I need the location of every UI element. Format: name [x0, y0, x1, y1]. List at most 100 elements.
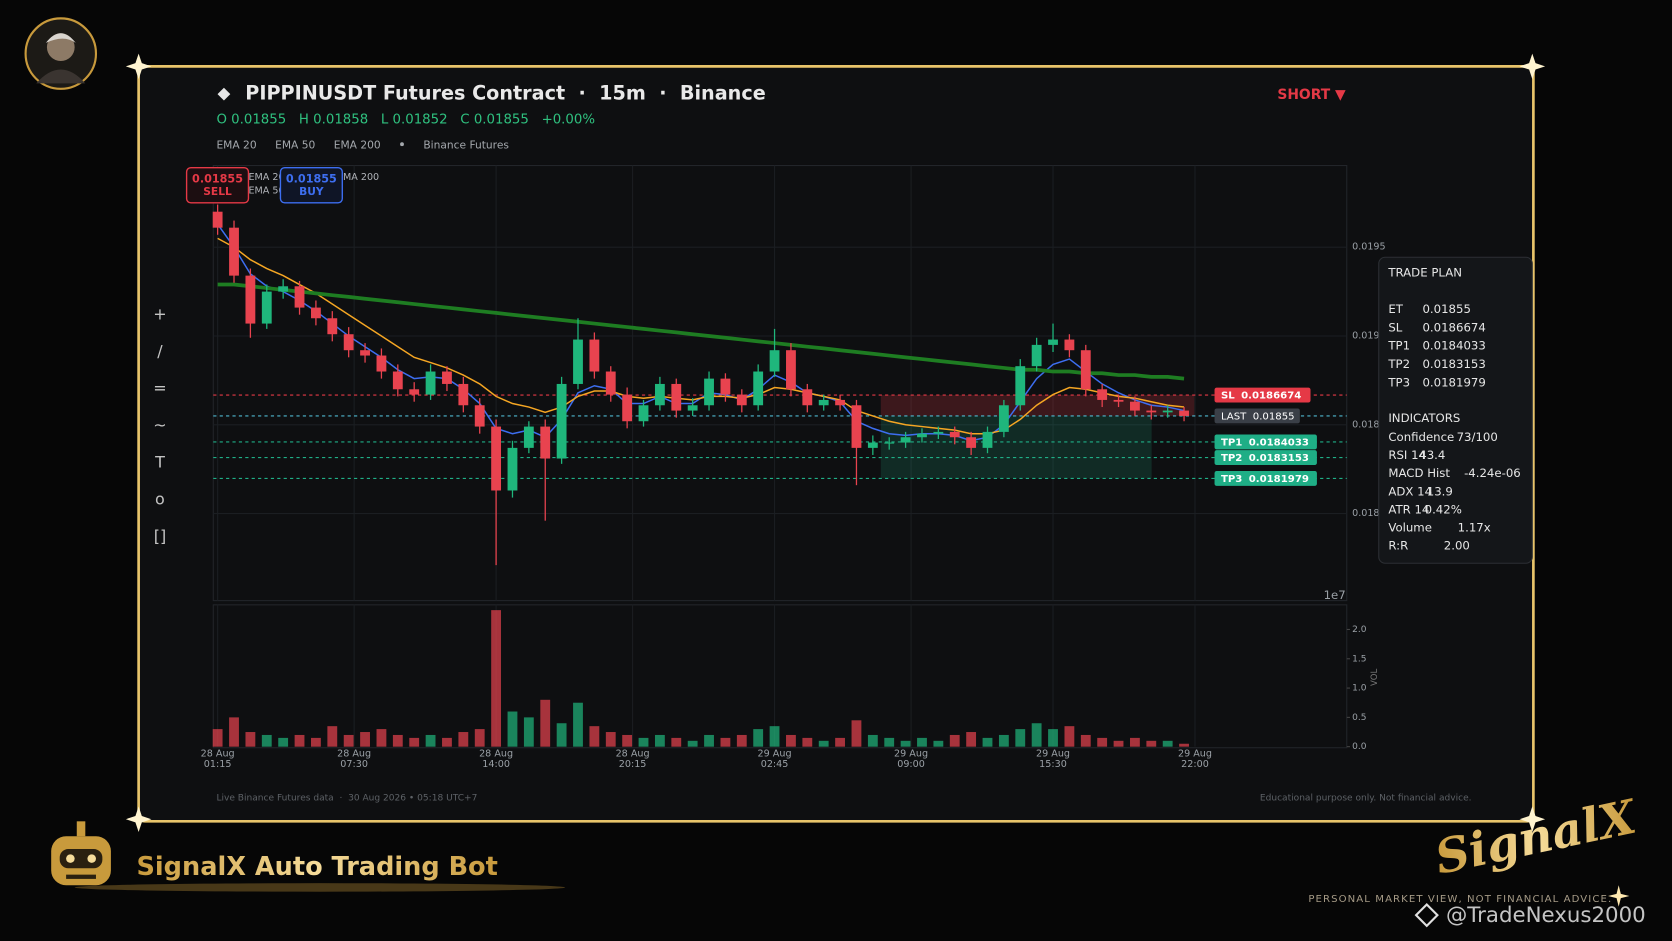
x-tick-label: 28 Aug 07:30: [337, 748, 372, 771]
candle-body: [949, 431, 960, 438]
candle-body: [556, 383, 567, 459]
plan-label: TP3: [1387, 375, 1410, 389]
tool-button[interactable]: /: [157, 341, 163, 360]
candle-body: [933, 431, 944, 434]
candle-body: [704, 378, 714, 406]
volume-bar: [491, 610, 502, 747]
badge[interactable]: [185, 166, 250, 204]
candle-body: [769, 350, 780, 372]
brand-tagline: PERSONAL MARKET VIEW, NOT FINANCIAL ADVI…: [1308, 894, 1612, 905]
volume-bar: [573, 702, 583, 747]
tool-button[interactable]: o: [155, 489, 165, 508]
plan-label: ET: [1388, 302, 1403, 316]
volume-bar: [933, 740, 944, 747]
indicator-label: ATR 14: [1388, 502, 1429, 516]
level-tag: [1214, 434, 1317, 450]
watermark-icon: [1414, 902, 1439, 928]
indicator-label: Volume: [1388, 521, 1432, 535]
volume-bar: [360, 732, 370, 747]
badge[interactable]: [279, 166, 343, 204]
side-selector[interactable]: SHORT ▼: [1277, 87, 1346, 103]
plan-value: 0.0186674: [1422, 320, 1485, 334]
candle-body: [245, 275, 256, 324]
volume-bar: [998, 734, 1009, 747]
candle-body: [261, 291, 272, 324]
tool-button[interactable]: =: [153, 378, 166, 397]
candle-body: [884, 442, 895, 444]
badge-price: 0.01855: [286, 172, 337, 185]
x-tick: 29 Aug 09:00: [894, 749, 928, 770]
x-tick: 29 Aug 02:45: [757, 748, 792, 771]
volume-bar: [1015, 729, 1026, 747]
volume-bar: [704, 734, 714, 747]
candle-body: [1048, 339, 1058, 345]
x-tick: 29 Aug 15:30: [1036, 748, 1071, 771]
volume-tick-label: 0.0: [1352, 742, 1367, 752]
candle-body: [638, 405, 649, 422]
candle-body: [786, 350, 796, 390]
x-tick-label: 29 Aug 15:30: [1036, 748, 1071, 771]
volume-panel: [212, 604, 1348, 749]
candle-body: [491, 426, 502, 491]
level-name: TP3: [1221, 474, 1242, 485]
plan-value: 0.0181979: [1422, 375, 1485, 389]
candle-body: [1015, 366, 1026, 406]
volume-bar: [884, 737, 895, 747]
x-tick: 28 Aug 01:15: [201, 749, 235, 770]
candle-body: [212, 211, 223, 228]
candle-body: [998, 405, 1009, 432]
candle-body: [442, 371, 452, 384]
plot-legend: EMA 50: [248, 186, 284, 197]
candle-body: [753, 371, 764, 406]
candle-body: [1064, 339, 1075, 351]
volume-axis-label: VOL: [1370, 669, 1380, 686]
tool-button[interactable]: +: [153, 304, 166, 323]
footer-left: Live Binance Futures data · 30 Aug 2026 …: [216, 793, 477, 803]
candle-body: [311, 307, 321, 319]
volume-bar: [540, 699, 551, 747]
candle-body: [654, 383, 665, 406]
tool-button[interactable]: []: [154, 526, 166, 545]
volume-bar: [474, 729, 485, 747]
candle-body: [409, 389, 420, 395]
indicator-value: 2.00: [1444, 539, 1470, 553]
candle-body: [507, 447, 518, 491]
candle-body: [966, 437, 977, 448]
volume-bar: [851, 720, 862, 747]
indicator-label: RSI 14: [1388, 448, 1426, 462]
volume-bar: [229, 717, 239, 747]
candle-body: [1080, 350, 1091, 390]
indicator-value: 13.9: [1427, 484, 1453, 498]
plan-label: TP2: [1387, 357, 1410, 371]
x-tick-label: 29 Aug 22:00: [1177, 748, 1212, 771]
candle-body: [851, 405, 862, 448]
toolbar: + / = ~ To []: [153, 304, 166, 545]
level-tag-text: SL 0.0186674: [1221, 391, 1301, 402]
x-tick-label: 28 Aug 20:15: [615, 748, 650, 771]
target-zone: [880, 415, 1152, 479]
volume-bar: [769, 726, 780, 747]
level-name: TP1: [1221, 437, 1242, 448]
volume-bar: [589, 726, 600, 747]
y-tick-label: 0.0185: [1352, 419, 1386, 430]
indicator-value: -4.24e-06: [1464, 466, 1521, 480]
tool-button[interactable]: T: [154, 452, 165, 471]
x-tick: 28 Aug 14:00: [479, 749, 513, 770]
x-tick-label: 29 Aug 02:45: [757, 748, 792, 771]
level-tag: [1214, 450, 1317, 466]
plan-label: TP1: [1387, 339, 1410, 353]
candle-body: [622, 394, 633, 422]
legend-ema50: EMA 50: [275, 138, 315, 151]
volume-bar: [605, 732, 616, 747]
volume-bar: [802, 737, 813, 747]
candle-body: [736, 394, 747, 406]
level-tag: [1214, 470, 1317, 486]
x-tick: 28 Aug 07:30: [337, 748, 372, 771]
volume-tick-label: 0.5: [1352, 713, 1366, 723]
brand-name: SignalX Auto Trading Bot: [136, 852, 497, 882]
sparkle: [1608, 885, 1630, 907]
separator-dot: [400, 142, 404, 147]
tool-button[interactable]: ~: [153, 415, 166, 434]
volume-bar: [409, 737, 420, 747]
